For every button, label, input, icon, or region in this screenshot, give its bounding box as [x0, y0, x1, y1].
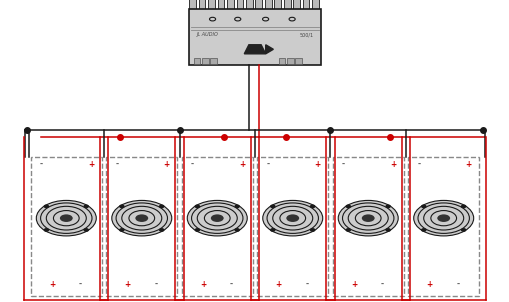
- Text: 500/1: 500/1: [299, 32, 313, 37]
- Circle shape: [461, 229, 465, 231]
- Circle shape: [111, 201, 172, 236]
- Bar: [31, 157, 102, 296]
- Text: -: -: [190, 160, 193, 169]
- Text: -: -: [79, 280, 82, 289]
- Circle shape: [195, 229, 199, 231]
- Bar: [274, 0, 280, 9]
- Bar: [106, 157, 177, 296]
- Bar: [208, 0, 214, 9]
- Text: +: +: [88, 160, 94, 169]
- Text: +: +: [163, 160, 169, 169]
- Circle shape: [270, 205, 274, 207]
- Circle shape: [286, 214, 299, 222]
- Polygon shape: [244, 45, 265, 54]
- Circle shape: [159, 229, 163, 231]
- Circle shape: [195, 205, 199, 207]
- Bar: [302, 0, 309, 9]
- Circle shape: [436, 214, 449, 222]
- Circle shape: [36, 201, 96, 236]
- Text: +: +: [49, 280, 55, 289]
- Circle shape: [385, 205, 389, 207]
- Text: -: -: [380, 280, 383, 289]
- Circle shape: [235, 205, 239, 207]
- Bar: [332, 157, 403, 296]
- Circle shape: [262, 201, 322, 236]
- Text: JL AUDIO: JL AUDIO: [196, 32, 218, 37]
- Text: +: +: [389, 160, 395, 169]
- Circle shape: [60, 214, 73, 222]
- Text: -: -: [154, 280, 157, 289]
- Circle shape: [346, 229, 350, 231]
- Circle shape: [310, 205, 314, 207]
- Bar: [265, 0, 271, 9]
- Text: -: -: [456, 280, 459, 289]
- Text: +: +: [350, 280, 356, 289]
- Bar: [199, 0, 205, 9]
- Circle shape: [44, 229, 48, 231]
- Bar: [257, 157, 328, 296]
- Circle shape: [120, 229, 124, 231]
- Text: -: -: [266, 160, 269, 169]
- Bar: [287, 58, 293, 64]
- Circle shape: [210, 214, 223, 222]
- Bar: [193, 58, 200, 64]
- Bar: [227, 0, 233, 9]
- Bar: [217, 0, 224, 9]
- Circle shape: [235, 229, 239, 231]
- Circle shape: [361, 214, 374, 222]
- Bar: [188, 9, 321, 65]
- Text: +: +: [314, 160, 320, 169]
- Text: -: -: [416, 160, 419, 169]
- Text: +: +: [239, 160, 245, 169]
- Text: -: -: [115, 160, 118, 169]
- Bar: [202, 58, 208, 64]
- Circle shape: [413, 201, 473, 236]
- Bar: [210, 58, 216, 64]
- Text: -: -: [40, 160, 43, 169]
- Text: +: +: [124, 280, 130, 289]
- Bar: [312, 0, 318, 9]
- Circle shape: [44, 205, 48, 207]
- Text: +: +: [200, 280, 206, 289]
- Text: +: +: [426, 280, 432, 289]
- Circle shape: [337, 201, 398, 236]
- Bar: [189, 0, 195, 9]
- Circle shape: [421, 205, 425, 207]
- Bar: [293, 0, 299, 9]
- Text: -: -: [341, 160, 344, 169]
- Circle shape: [135, 214, 148, 222]
- Bar: [255, 0, 262, 9]
- Bar: [245, 0, 252, 9]
- Circle shape: [421, 229, 425, 231]
- Circle shape: [461, 205, 465, 207]
- Circle shape: [120, 205, 124, 207]
- Bar: [236, 0, 243, 9]
- Bar: [181, 157, 252, 296]
- Text: -: -: [305, 280, 308, 289]
- Text: -: -: [230, 280, 233, 289]
- Text: +: +: [275, 280, 281, 289]
- Circle shape: [270, 229, 274, 231]
- Circle shape: [346, 205, 350, 207]
- Text: +: +: [465, 160, 471, 169]
- Circle shape: [84, 229, 88, 231]
- Circle shape: [159, 205, 163, 207]
- Circle shape: [84, 205, 88, 207]
- Bar: [284, 0, 290, 9]
- Circle shape: [310, 229, 314, 231]
- Circle shape: [187, 201, 247, 236]
- Bar: [407, 157, 478, 296]
- Polygon shape: [265, 45, 273, 54]
- Circle shape: [385, 229, 389, 231]
- Bar: [295, 58, 301, 64]
- Bar: [278, 58, 285, 64]
